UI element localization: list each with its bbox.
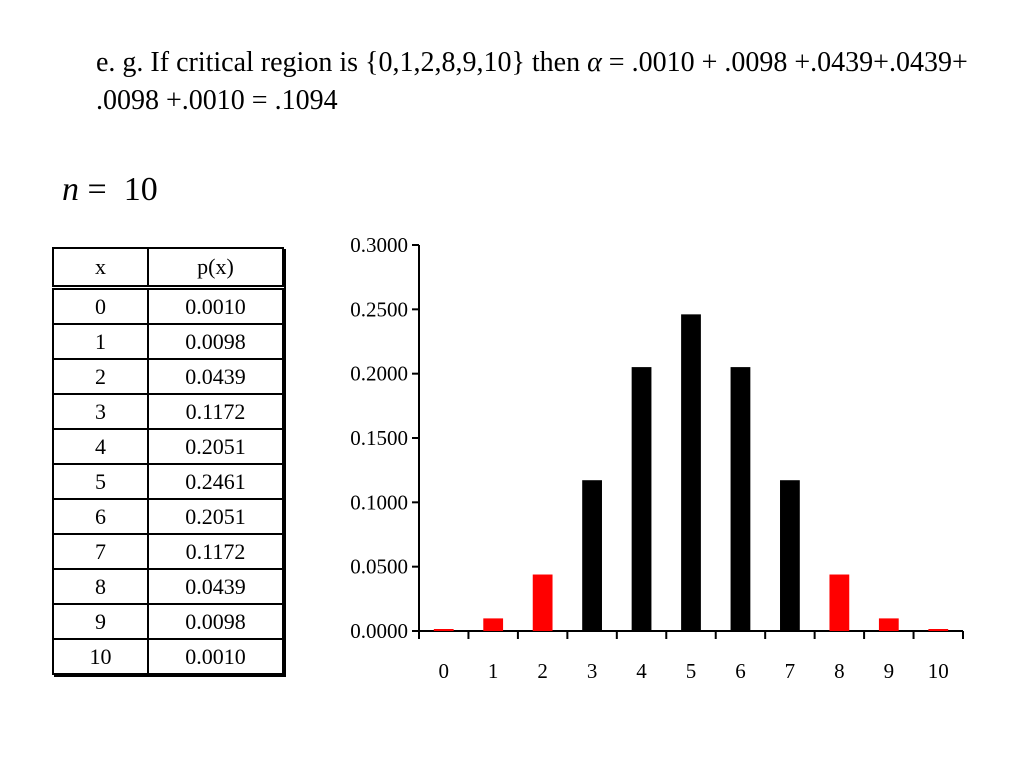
cell-x: 8	[52, 568, 149, 605]
caption-text-before: e. g. If critical region is {0,1,2,8,9,1…	[96, 47, 588, 78]
x-tick-label: 2	[537, 659, 548, 683]
cell-x: 9	[52, 603, 149, 640]
x-tick-label: 1	[488, 659, 499, 683]
table-header-row: x p(x)	[52, 247, 284, 290]
table-row: 4 0.2051	[52, 428, 284, 465]
y-tick-label: 0.0500	[350, 555, 408, 579]
cell-px: 0.2461	[147, 463, 284, 500]
cell-px: 0.1172	[147, 393, 284, 430]
bar-5	[681, 314, 701, 631]
table-row: 5 0.2461	[52, 463, 284, 500]
bar-3	[582, 480, 602, 631]
y-tick-label: 0.1500	[350, 426, 408, 450]
x-tick-label: 8	[834, 659, 845, 683]
bar-10	[928, 629, 949, 631]
bar-0	[433, 629, 454, 631]
cell-px: 0.0098	[147, 603, 284, 640]
y-tick-label: 0.2000	[350, 362, 408, 386]
bar-8	[829, 574, 850, 631]
table-row: 2 0.0439	[52, 358, 284, 395]
probability-table: x p(x) 0 0.0010 1 0.0098 2 0.0439 3 0.1172 4 0.20…	[52, 247, 284, 675]
sample-size-label: n = 10	[62, 170, 158, 210]
y-tick-label: 0.0000	[350, 619, 408, 643]
x-tick-label: 5	[686, 659, 697, 683]
bars	[433, 314, 949, 631]
cell-px: 0.2051	[147, 428, 284, 465]
cell-x: 2	[52, 358, 149, 395]
caption: e. g. If critical region is {0,1,2,8,9,1…	[96, 44, 976, 120]
bar-2	[532, 574, 553, 631]
cell-x: 7	[52, 533, 149, 570]
table-row: 7 0.1172	[52, 533, 284, 570]
table-row: 3 0.1172	[52, 393, 284, 430]
x-tick-label: 0	[438, 659, 449, 683]
y-tick-label: 0.3000	[350, 233, 408, 257]
cell-x: 4	[52, 428, 149, 465]
table-row: 9 0.0098	[52, 603, 284, 640]
x-tick-label: 10	[928, 659, 949, 683]
y-tick-label: 0.1000	[350, 490, 408, 514]
x-tick-label: 9	[884, 659, 895, 683]
x-tick-label: 7	[785, 659, 796, 683]
x-tick-label: 3	[587, 659, 598, 683]
header-x: x	[52, 247, 149, 290]
y-axis: 0.0000 0.0500 0.1000 0.1500 0.2000 0.2500 0.30…	[350, 233, 420, 643]
n-equals: =	[79, 171, 124, 208]
bar-chart: 0.0000 0.0500 0.1000 0.1500 0.2000 0.2500 0.30…	[350, 233, 964, 683]
cell-x: 6	[52, 498, 149, 535]
header-px: p(x)	[147, 247, 284, 290]
n-symbol: n	[62, 171, 79, 208]
cell-x: 5	[52, 463, 149, 500]
table-body: 0 0.0010 1 0.0098 2 0.0439 3 0.1172 4 0.2051 5 0.24…	[52, 286, 284, 675]
cell-x: 3	[52, 393, 149, 430]
cell-px: 0.2051	[147, 498, 284, 535]
x-axis: 0 1 2 3 4 5 6 7 8 9 10	[418, 630, 964, 683]
cell-px: 0.0439	[147, 568, 284, 605]
bar-7	[780, 480, 800, 631]
cell-px: 0.1172	[147, 533, 284, 570]
table-row: 8 0.0439	[52, 568, 284, 605]
cell-x: 1	[52, 323, 149, 360]
table-row: 1 0.0098	[52, 323, 284, 360]
bar-6	[730, 367, 751, 631]
alpha-symbol: α	[587, 47, 602, 78]
x-tick-label: 4	[636, 659, 647, 683]
caption-text-after: = .0010 + .0098 +.0439+.0439+ .0098 +.00…	[96, 47, 968, 116]
y-tick-label: 0.2500	[350, 297, 408, 321]
bar-1	[483, 618, 504, 631]
cell-px: 0.0098	[147, 323, 284, 360]
cell-px: 0.0439	[147, 358, 284, 395]
cell-px: 0.0010	[147, 286, 284, 325]
table-row: 0 0.0010	[52, 286, 284, 325]
table-row: 6 0.2051	[52, 498, 284, 535]
x-tick-label: 6	[735, 659, 746, 683]
table-row: 10 0.0010	[52, 638, 284, 675]
cell-x: 10	[52, 638, 149, 675]
n-value: 10	[123, 171, 158, 208]
bar-9	[878, 618, 899, 631]
cell-x: 0	[52, 286, 149, 325]
cell-px: 0.0010	[147, 638, 284, 675]
bar-4	[631, 367, 652, 631]
